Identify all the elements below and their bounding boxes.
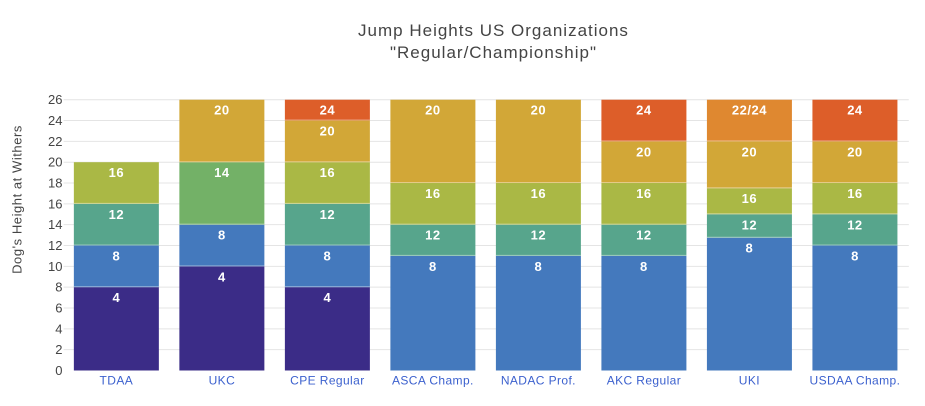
svg-text:8: 8 <box>746 241 754 256</box>
svg-text:8: 8 <box>535 259 543 274</box>
svg-text:CPE Regular: CPE Regular <box>290 374 364 388</box>
svg-text:20: 20 <box>742 144 757 159</box>
svg-text:12: 12 <box>636 228 651 243</box>
svg-text:8: 8 <box>218 228 226 243</box>
svg-text:AKC Regular: AKC Regular <box>607 374 681 388</box>
svg-text:20: 20 <box>214 103 229 118</box>
svg-text:12: 12 <box>742 217 757 232</box>
svg-text:10: 10 <box>48 259 62 274</box>
svg-text:16: 16 <box>425 186 440 201</box>
svg-text:TDAA: TDAA <box>100 374 134 388</box>
svg-text:22: 22 <box>48 134 62 149</box>
svg-text:8: 8 <box>851 249 859 264</box>
svg-text:12: 12 <box>109 207 124 222</box>
svg-text:8: 8 <box>429 259 437 274</box>
svg-text:UKC: UKC <box>209 374 236 388</box>
svg-text:4: 4 <box>324 290 332 305</box>
svg-text:0: 0 <box>55 363 62 378</box>
svg-text:24: 24 <box>847 103 863 118</box>
svg-text:16: 16 <box>320 165 335 180</box>
svg-text:16: 16 <box>109 165 124 180</box>
svg-text:20: 20 <box>636 144 651 159</box>
svg-text:12: 12 <box>320 207 335 222</box>
svg-text:NADAC Prof.: NADAC Prof. <box>501 374 576 388</box>
svg-text:"Regular/Championship": "Regular/Championship" <box>390 43 597 62</box>
svg-text:Jump Heights US Organizations: Jump Heights US Organizations <box>358 21 629 40</box>
svg-text:20: 20 <box>847 144 862 159</box>
svg-text:6: 6 <box>55 301 62 316</box>
svg-text:16: 16 <box>531 186 546 201</box>
svg-text:8: 8 <box>55 280 62 295</box>
svg-text:12: 12 <box>48 238 62 253</box>
svg-text:16: 16 <box>742 191 757 206</box>
svg-text:22/24: 22/24 <box>732 103 767 118</box>
svg-text:24: 24 <box>320 103 336 118</box>
svg-text:2: 2 <box>55 342 62 357</box>
svg-text:Dog's Height at Withers: Dog's Height at Withers <box>10 125 25 274</box>
svg-text:14: 14 <box>214 165 230 180</box>
svg-text:24: 24 <box>48 113 62 128</box>
svg-text:12: 12 <box>847 217 862 232</box>
svg-text:24: 24 <box>636 103 652 118</box>
svg-text:18: 18 <box>48 176 62 191</box>
svg-text:12: 12 <box>425 228 440 243</box>
svg-text:16: 16 <box>847 186 862 201</box>
svg-text:16: 16 <box>48 196 62 211</box>
svg-text:20: 20 <box>531 103 546 118</box>
svg-text:14: 14 <box>48 217 62 232</box>
svg-text:16: 16 <box>636 186 651 201</box>
svg-text:UKI: UKI <box>739 374 760 388</box>
svg-text:USDAA Champ.: USDAA Champ. <box>810 374 901 388</box>
svg-text:4: 4 <box>112 290 120 305</box>
svg-text:26: 26 <box>48 92 62 107</box>
svg-text:4: 4 <box>55 321 62 336</box>
svg-text:20: 20 <box>320 124 335 139</box>
svg-text:4: 4 <box>218 269 226 284</box>
svg-text:8: 8 <box>324 249 332 264</box>
svg-text:12: 12 <box>531 228 546 243</box>
svg-text:20: 20 <box>48 155 62 170</box>
svg-text:8: 8 <box>640 259 648 274</box>
svg-text:20: 20 <box>425 103 440 118</box>
svg-text:8: 8 <box>112 249 120 264</box>
svg-text:ASCA Champ.: ASCA Champ. <box>392 374 474 388</box>
